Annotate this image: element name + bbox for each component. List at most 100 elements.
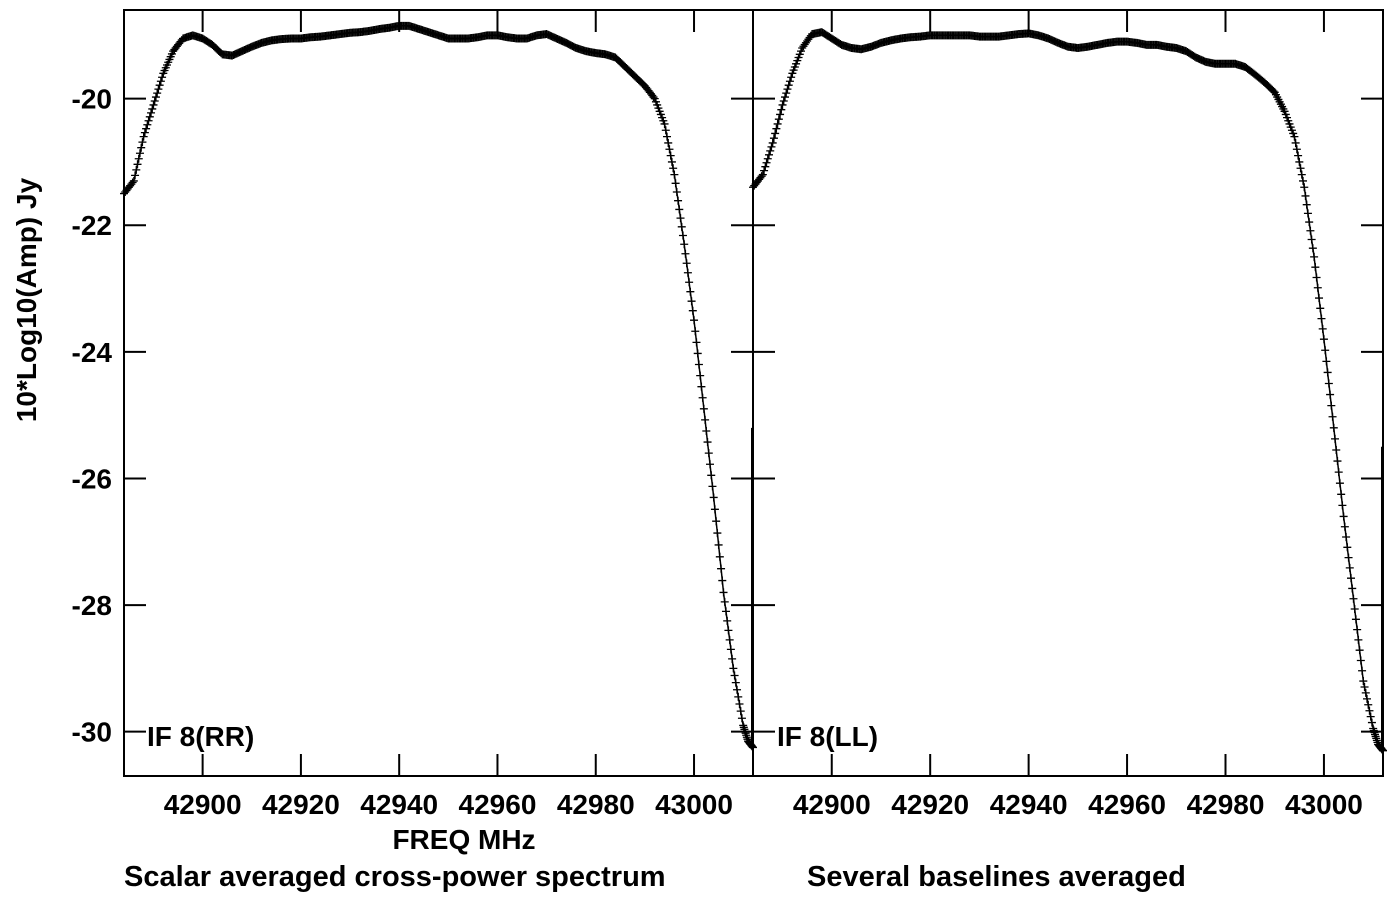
- point-1-466: [1322, 357, 1331, 366]
- point-0-494: [726, 645, 735, 654]
- point-0-29: [155, 81, 164, 90]
- y-tick-label-5: -30: [72, 717, 112, 748]
- point-0-27: [153, 89, 162, 98]
- point-0-480: [709, 493, 718, 502]
- point-1-470: [1327, 401, 1336, 410]
- y-tick-label-3: -26: [72, 463, 112, 494]
- x-tick-label-1-5: 43000: [1285, 789, 1363, 820]
- point-0-450: [672, 188, 681, 197]
- point-0-497: [730, 671, 739, 680]
- point-1-31: [787, 73, 796, 82]
- point-0-461: [686, 287, 695, 296]
- point-0-491: [723, 616, 732, 625]
- point-0-456: [680, 240, 689, 249]
- point-1-460: [1315, 294, 1324, 303]
- point-1-484: [1344, 553, 1353, 562]
- point-1-502: [1366, 712, 1375, 721]
- point-1-22: [776, 110, 785, 119]
- point-0-462: [687, 297, 696, 306]
- point-1-444: [1295, 157, 1304, 166]
- point-1-449: [1301, 191, 1310, 200]
- point-1-483: [1343, 543, 1352, 552]
- point-1-475: [1333, 457, 1342, 466]
- point-0-8: [129, 176, 138, 185]
- point-0-15: [138, 138, 147, 147]
- point-1-468: [1324, 379, 1333, 388]
- point-0-483: [713, 529, 722, 538]
- point-1-476: [1334, 468, 1343, 477]
- point-0-457: [681, 249, 690, 258]
- point-1-28: [783, 85, 792, 94]
- point-0-22: [147, 108, 156, 117]
- point-1-27: [782, 89, 791, 98]
- y-tick-label-1: -22: [72, 210, 112, 241]
- point-1-443: [1294, 151, 1303, 160]
- point-0-474: [702, 426, 711, 435]
- point-0-502: [736, 707, 745, 716]
- x-axis-label: FREQ MHz: [392, 824, 535, 855]
- x-tick-labels-left: 42900 42920 42940 42960 42980 43000: [164, 789, 733, 820]
- point-0-451: [674, 196, 683, 205]
- point-0-468: [694, 360, 703, 369]
- y-axis-label: 10*Log10(Amp) Jy: [11, 177, 42, 422]
- point-1-10: [761, 162, 770, 171]
- point-0-472: [699, 404, 708, 413]
- point-0-17: [140, 128, 149, 137]
- point-0-440: [660, 119, 669, 128]
- point-0-7: [128, 178, 137, 187]
- point-1-467: [1323, 368, 1332, 377]
- footer-right: Several baselines averaged: [807, 861, 1186, 893]
- point-1-440: [1290, 132, 1299, 141]
- point-0-453: [676, 214, 685, 223]
- x-tick-label-0-1: 42920: [262, 789, 340, 820]
- point-0-477: [706, 460, 715, 469]
- point-0-20: [144, 116, 153, 125]
- point-1-498: [1361, 688, 1370, 697]
- point-0-499: [733, 685, 742, 694]
- point-0-31: [158, 73, 167, 82]
- point-1-490: [1351, 615, 1360, 624]
- point-0-24: [149, 100, 158, 109]
- point-0-487: [718, 576, 727, 585]
- point-1-471: [1328, 412, 1337, 421]
- point-0-460: [685, 278, 694, 287]
- point-0-475: [703, 438, 712, 447]
- point-0-23: [148, 104, 157, 113]
- point-0-486: [717, 564, 726, 573]
- point-0-25: [150, 97, 159, 106]
- point-1-491: [1353, 625, 1362, 634]
- point-1-469: [1326, 390, 1335, 399]
- y-tick-label-0: -20: [72, 84, 112, 115]
- point-1-486: [1347, 574, 1356, 583]
- y-tick-label-4: -28: [72, 590, 112, 621]
- point-0-496: [729, 664, 738, 673]
- point-1-13: [764, 150, 773, 159]
- point-1-9: [760, 166, 769, 175]
- point-1-495: [1358, 666, 1367, 675]
- point-1-29: [784, 81, 793, 90]
- point-1-15: [767, 142, 776, 151]
- point-0-485: [715, 552, 724, 561]
- point-0-12: [134, 154, 143, 163]
- panel-label-left: IF 8(RR): [147, 721, 254, 752]
- point-0-455: [678, 231, 687, 240]
- point-1-14: [766, 146, 775, 155]
- point-1-11: [762, 158, 771, 167]
- point-0-28: [154, 85, 163, 94]
- point-0-431: [649, 93, 658, 102]
- x-tick-label-1-4: 42980: [1187, 789, 1265, 820]
- point-0-500: [734, 692, 743, 701]
- plot-frame-1: [752, 9, 1384, 777]
- point-0-448: [670, 170, 679, 179]
- point-1-26: [780, 93, 789, 102]
- point-1-21: [774, 115, 783, 124]
- point-1-19: [772, 124, 781, 133]
- point-1-12: [763, 154, 772, 163]
- point-1-474: [1332, 445, 1341, 454]
- x-tick-label-1-1: 42920: [891, 789, 969, 820]
- panel-label-right: IF 8(LL): [777, 721, 878, 752]
- point-1-463: [1318, 324, 1327, 333]
- point-0-26: [151, 93, 160, 102]
- point-0-452: [675, 205, 684, 214]
